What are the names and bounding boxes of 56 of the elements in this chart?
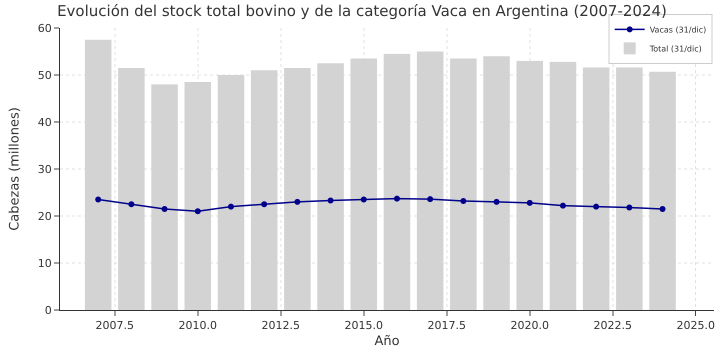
bar xyxy=(416,52,444,310)
point xyxy=(194,208,201,214)
x-tick-label: 2025.0 xyxy=(676,319,715,332)
point xyxy=(427,196,434,202)
x-tick-label: 2012.5 xyxy=(262,319,300,332)
bar xyxy=(317,63,344,310)
legend-label: Total (31/dic) xyxy=(648,44,702,54)
point xyxy=(261,201,268,208)
x-tick-label: 2017.5 xyxy=(428,319,466,332)
y-tick-label: 20 xyxy=(38,210,52,223)
y-tick-label: 60 xyxy=(38,22,52,35)
point xyxy=(494,198,500,205)
point xyxy=(593,204,600,210)
bar xyxy=(151,84,178,310)
bar xyxy=(118,68,145,310)
y-tick-label: 10 xyxy=(38,256,52,270)
point xyxy=(128,201,134,208)
point xyxy=(328,197,334,204)
bar xyxy=(350,58,378,310)
point xyxy=(162,206,168,212)
x-tick-label: 2022.5 xyxy=(594,319,632,332)
y-tick-label: 40 xyxy=(38,116,52,129)
point xyxy=(526,200,533,206)
x-tick-label: 2010.0 xyxy=(178,319,218,332)
y-axis-title: Cabezas (millones) xyxy=(8,107,23,231)
point xyxy=(360,196,367,203)
bar xyxy=(516,60,544,310)
y-tick-label: 30 xyxy=(38,162,52,176)
bar xyxy=(582,67,610,310)
x-tick-label: 2007.5 xyxy=(96,319,134,332)
point xyxy=(560,202,566,209)
bar xyxy=(450,58,477,310)
point xyxy=(228,204,234,210)
y-tick-label: 50 xyxy=(38,68,52,82)
point xyxy=(294,198,300,205)
y-tick-label: 0 xyxy=(44,304,52,317)
bar xyxy=(649,72,676,310)
legend-label: Vacas (31/dic) xyxy=(650,26,706,35)
bar xyxy=(250,70,278,310)
bar xyxy=(483,56,510,310)
point xyxy=(95,196,102,203)
bar xyxy=(184,82,212,310)
chart-title: Evolución del stock total bovino y de la categoría Vaca en Argentina (2007-2024) xyxy=(57,2,667,20)
point xyxy=(394,196,400,202)
point xyxy=(626,204,632,211)
bar xyxy=(84,40,112,310)
bar xyxy=(218,75,244,310)
bar xyxy=(550,62,576,310)
x-tick-label: 2020.0 xyxy=(510,319,549,332)
point xyxy=(660,206,666,212)
bar xyxy=(384,54,410,310)
bar xyxy=(616,67,643,310)
x-axis-title: Año xyxy=(374,334,400,349)
bar xyxy=(284,68,311,310)
point xyxy=(460,198,466,204)
x-tick-label: 2015.0 xyxy=(344,319,384,332)
